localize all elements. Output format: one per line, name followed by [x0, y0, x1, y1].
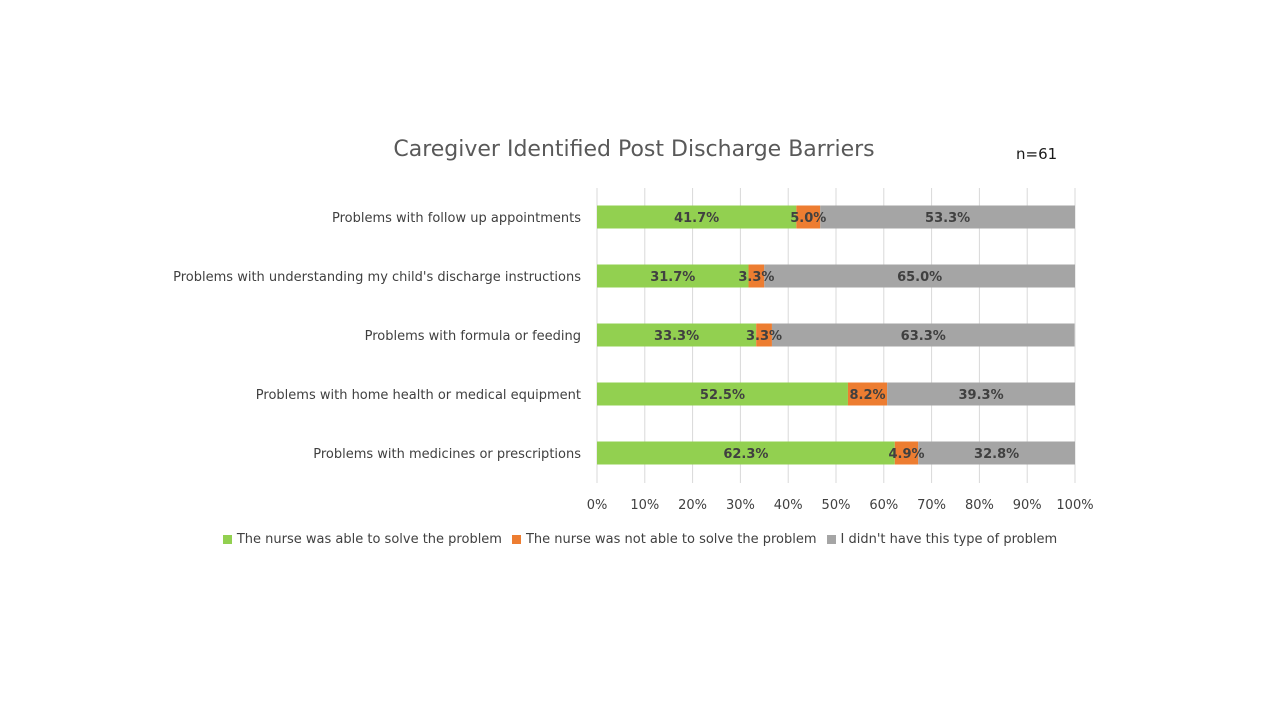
bar-segment: [796, 205, 821, 229]
data-label: 65.0%: [897, 270, 942, 285]
bar-segment: [748, 264, 765, 288]
data-label: 8.2%: [850, 388, 886, 403]
legend-item: The nurse was able to solve the problem: [222, 532, 502, 547]
data-label: 3.3%: [746, 329, 782, 344]
x-tick-label: 40%: [774, 498, 803, 513]
legend-swatch: [511, 535, 521, 544]
data-label: 39.3%: [959, 388, 1004, 403]
bar-segment: [597, 441, 895, 465]
data-label: 32.8%: [974, 447, 1019, 462]
x-tick-label: 100%: [1056, 498, 1093, 513]
x-tick-label: 60%: [869, 498, 898, 513]
category-label: Problems with home health or medical equ…: [256, 388, 581, 403]
bar-segment: [597, 264, 749, 288]
bar-segment: [894, 441, 919, 465]
bar-segment: [756, 323, 772, 347]
data-labels: 41.7% 5.0% 53.3% 31.7% 3.3% 65.0% 33.3% 3.3% 63.…: [650, 211, 1019, 462]
bar-segment: [918, 441, 1075, 465]
category-label: Problems with follow up appointments: [332, 211, 581, 226]
category-label: Problems with understanding my child's d…: [173, 270, 581, 285]
x-tick-label: 70%: [917, 498, 946, 513]
data-label: 53.3%: [925, 211, 970, 226]
legend: The nurse was able to solve the problem T…: [0, 532, 1280, 547]
data-label: 52.5%: [700, 388, 745, 403]
legend-item: I didn't have this type of problem: [826, 532, 1058, 547]
x-tick-label: 10%: [630, 498, 659, 513]
legend-label: I didn't have this type of problem: [840, 532, 1058, 547]
category-label: Problems with medicines or prescriptions: [313, 447, 581, 462]
bar-segment: [597, 205, 797, 229]
bar-segment: [847, 382, 888, 406]
x-tick-label: 20%: [678, 498, 707, 513]
data-label: 4.9%: [888, 447, 924, 462]
legend-item: The nurse was not able to solve the prob…: [511, 532, 817, 547]
x-tick-label: 90%: [1013, 498, 1042, 513]
data-label: 3.3%: [738, 270, 774, 285]
data-label: 5.0%: [790, 211, 826, 226]
bar-segment: [771, 323, 1075, 347]
chart-title: Caregiver Identified Post Discharge Barr…: [393, 137, 875, 162]
data-label: 33.3%: [654, 329, 699, 344]
data-label: 63.3%: [901, 329, 946, 344]
data-label: 31.7%: [650, 270, 695, 285]
x-tick-label: 50%: [822, 498, 851, 513]
x-axis-ticks: 0% 10% 20% 30% 40% 50% 60% 70% 80% 90% 100%: [587, 498, 1094, 513]
x-tick-label: 30%: [726, 498, 755, 513]
legend-swatch: [222, 535, 232, 544]
legend-label: The nurse was not able to solve the prob…: [525, 532, 817, 547]
x-tick-label: 0%: [587, 498, 608, 513]
legend-swatch: [826, 535, 836, 544]
bars: [597, 205, 1075, 465]
bar-segment: [597, 323, 757, 347]
data-label: 62.3%: [723, 447, 768, 462]
category-label: Problems with formula or feeding: [365, 329, 581, 344]
sample-size-label: n=61: [1016, 145, 1058, 163]
bar-segment: [820, 205, 1075, 229]
x-tick-label: 80%: [965, 498, 994, 513]
bar-segment: [887, 382, 1075, 406]
legend-label: The nurse was able to solve the problem: [236, 532, 502, 547]
category-labels: Problems with follow up appointments Prob…: [173, 211, 581, 462]
bar-segment: [764, 264, 1075, 288]
data-label: 41.7%: [674, 211, 719, 226]
bar-segment: [597, 382, 848, 406]
